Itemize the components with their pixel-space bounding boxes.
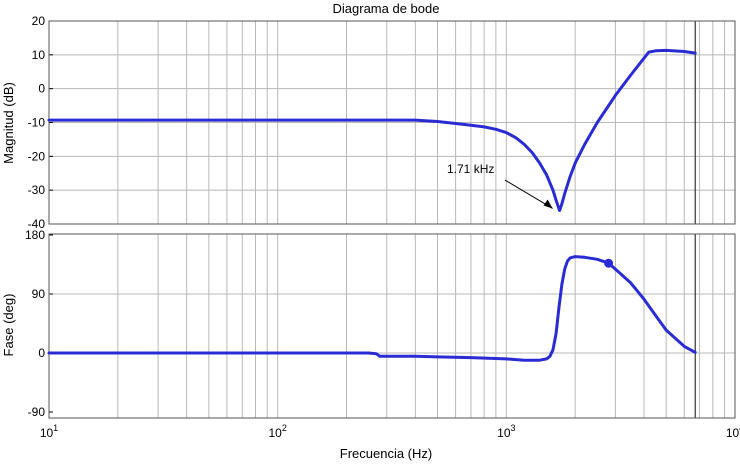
magnitude-series-line xyxy=(47,48,697,212)
annotation-label: 1.71 kHz xyxy=(447,162,494,176)
plot-layer: -40 -30 -20 -10 0 10 20 1.71 kHz -90 0 90 180 101 102… xyxy=(25,14,740,440)
x-tick-label: 102 xyxy=(268,423,286,440)
phase-plot-area xyxy=(49,234,735,418)
magnitude-ytick-label: 0 xyxy=(38,82,45,96)
phase-series-line xyxy=(47,255,697,362)
magnitude-frame xyxy=(48,20,736,225)
magnitude-ytick-label: -30 xyxy=(28,183,46,197)
chart-title: Diagrama de bode xyxy=(333,1,440,16)
magnitude-ytick-label: -40 xyxy=(28,217,46,231)
magnitude-ytick-label: 10 xyxy=(32,48,46,62)
annotation-arrowhead xyxy=(543,199,553,209)
phase-ytick-label: 90 xyxy=(32,287,46,301)
phase-ytick-label: 180 xyxy=(25,228,45,242)
x-tick-label: 103 xyxy=(497,423,515,440)
phase-ytick-label: -90 xyxy=(28,405,46,419)
x-axis-label: Frecuencia (Hz) xyxy=(340,446,432,461)
x-tick-label: 101 xyxy=(40,423,58,440)
magnitude-ytick-label: -10 xyxy=(28,116,46,130)
magnitude-ytick-label: 20 xyxy=(32,14,46,28)
magnitude-ytick-label: -20 xyxy=(28,149,46,163)
phase-y-axis-label: Fase (deg) xyxy=(1,294,16,357)
data-marker xyxy=(604,258,614,268)
phase-frame xyxy=(48,233,736,419)
magnitude-y-axis-label: Magnitud (dB) xyxy=(1,82,16,164)
phase-ytick-label: 0 xyxy=(38,346,45,360)
annotation-arrow-line xyxy=(504,179,553,209)
x-tick-label: 104 xyxy=(726,423,740,440)
